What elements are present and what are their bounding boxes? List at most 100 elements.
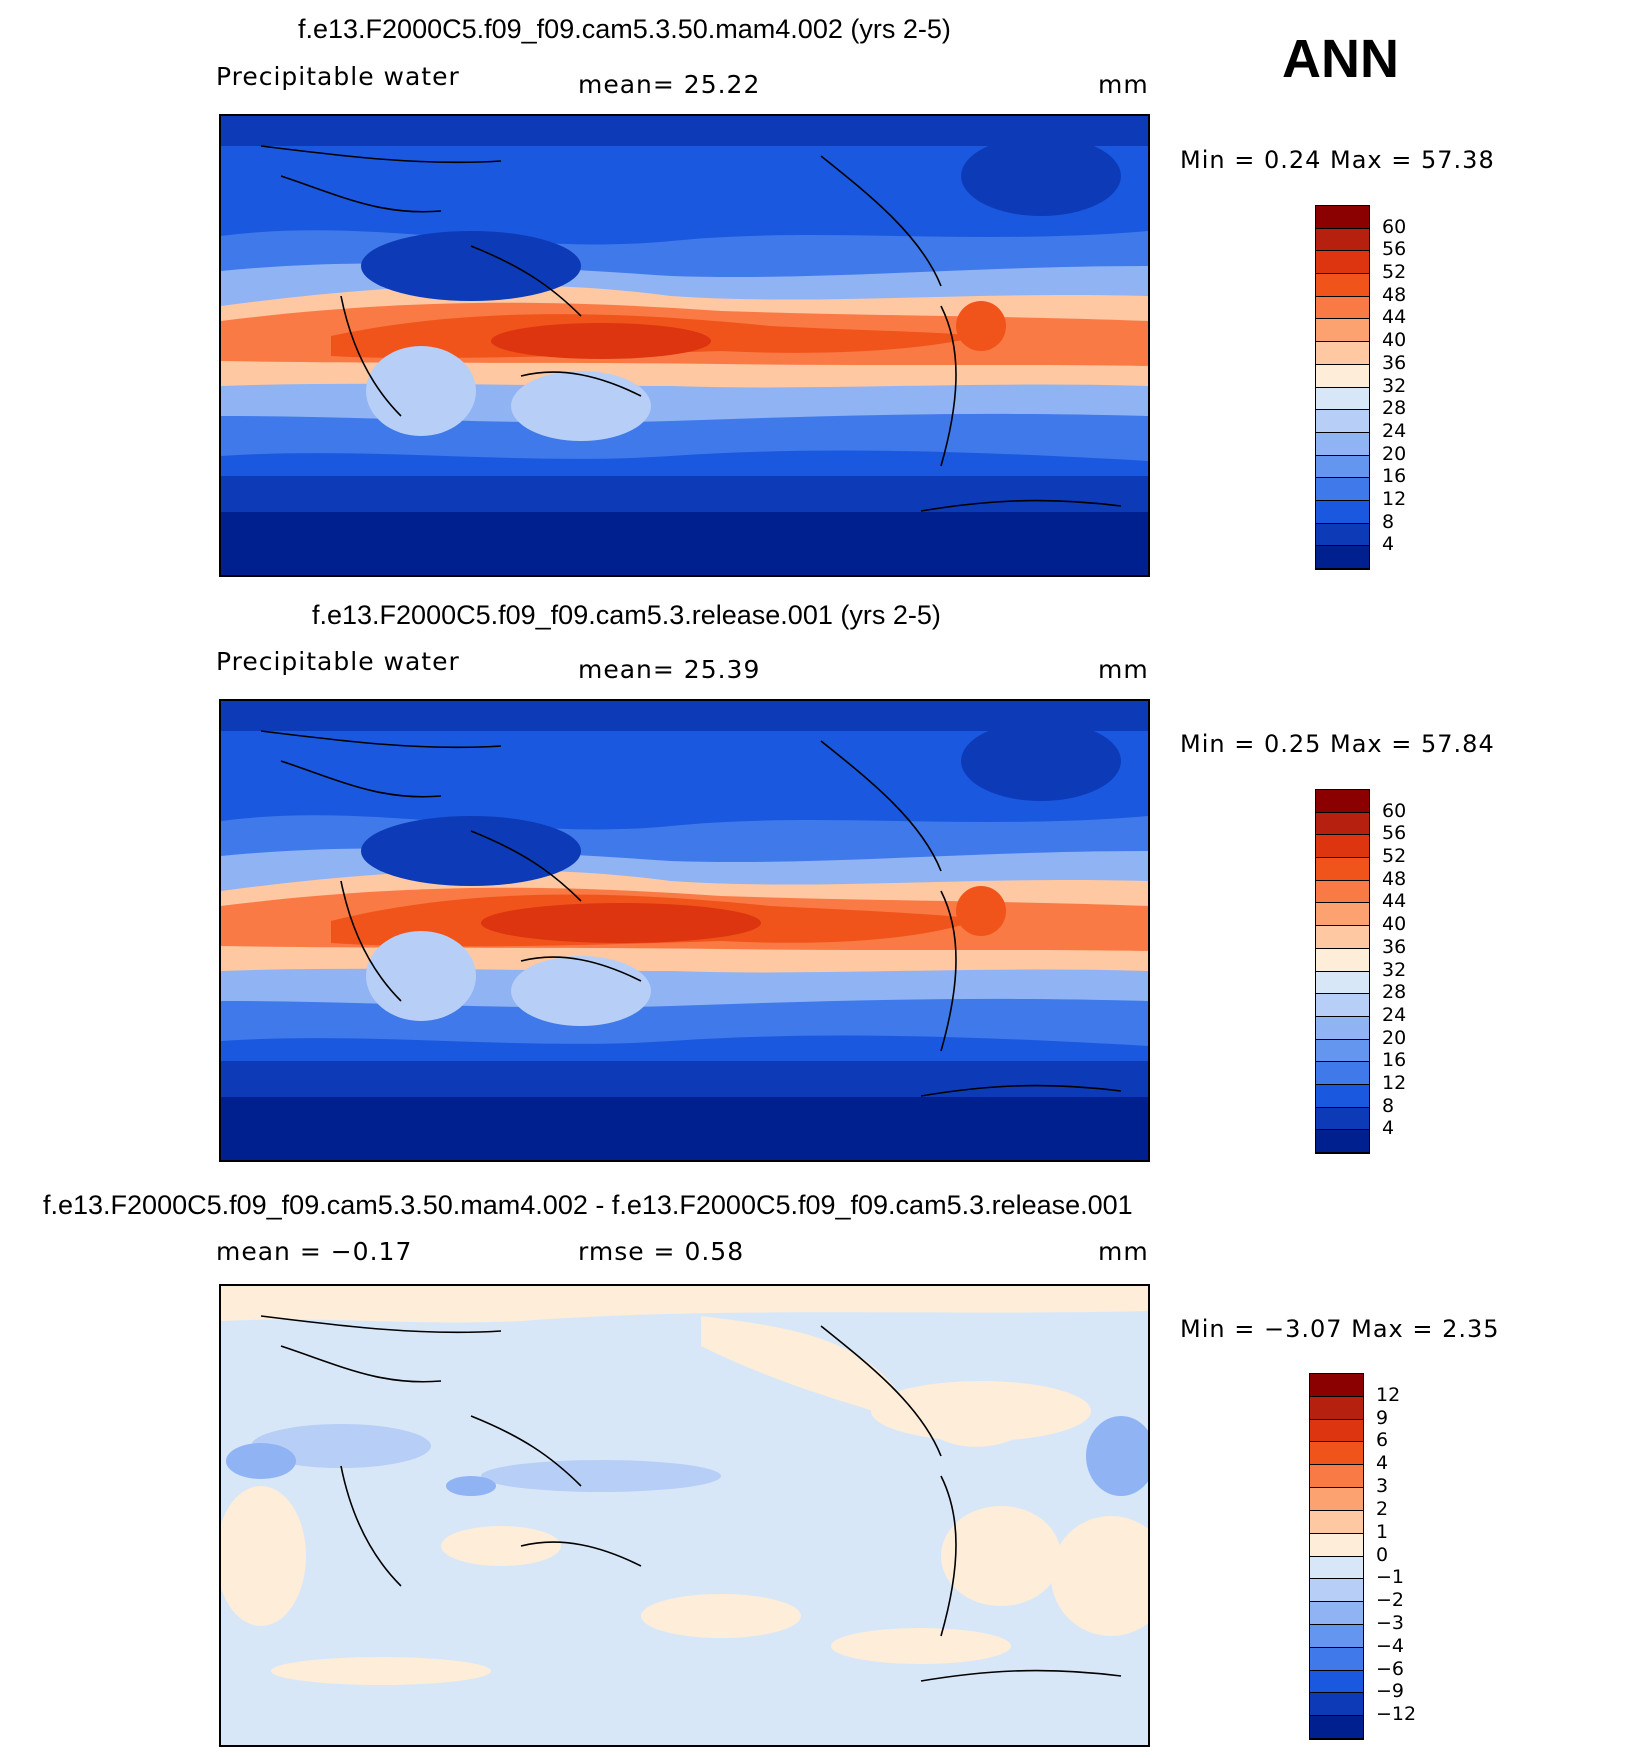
- colorbar-tick-label: 1: [1376, 1520, 1389, 1543]
- colorbar-segment: [1310, 1465, 1363, 1489]
- colorbar-segment: [1316, 812, 1369, 836]
- panel-2-mean-label: mean= 25.39: [578, 655, 761, 684]
- colorbar-tick-label: 40: [1382, 329, 1407, 352]
- colorbar-segment: [1316, 364, 1369, 388]
- panel-2-minmax-label: Min = 0.25 Max = 57.84: [1180, 730, 1495, 758]
- colorbar-tick-label: 32: [1382, 374, 1407, 397]
- colorbar-segment: [1310, 1396, 1363, 1420]
- colorbar-tick-label: 4: [1382, 1117, 1395, 1140]
- colorbar-segment: [1316, 948, 1369, 972]
- colorbar-tick-label: −1: [1376, 1566, 1405, 1589]
- colorbar-tick-label: 20: [1382, 1026, 1407, 1049]
- colorbar-segment: [1310, 1624, 1363, 1648]
- colorbar-segment: [1310, 1556, 1363, 1580]
- colorbar-tick-label: 56: [1382, 238, 1407, 261]
- colorbar-tick-label: −4: [1376, 1634, 1405, 1657]
- panel-2-units-label: mm: [1098, 655, 1149, 684]
- colorbar-segment: [1316, 432, 1369, 456]
- colorbar-segment: [1310, 1716, 1363, 1739]
- colorbar-segment: [1316, 410, 1369, 433]
- panel-1-units-label: mm: [1098, 70, 1149, 99]
- colorbar-tick-label: 4: [1376, 1452, 1389, 1475]
- colorbar-segment: [1316, 500, 1369, 524]
- colorbar-tick-label: 24: [1382, 419, 1407, 442]
- colorbar-segment: [1310, 1374, 1363, 1397]
- colorbar-tick-label: 56: [1382, 822, 1407, 845]
- panel-1-mean-label: mean= 25.22: [578, 70, 761, 99]
- colorbar-segment: [1316, 880, 1369, 904]
- colorbar-tick-label: 44: [1382, 306, 1407, 329]
- colorbar-tick-label: 12: [1382, 487, 1407, 510]
- panel-2-title: f.e13.F2000C5.f09_f09.cam5.3.release.001…: [312, 600, 941, 630]
- colorbar-segment: [1316, 319, 1369, 343]
- colorbar-tick-label: 3: [1376, 1475, 1389, 1498]
- colorbar-segment: [1310, 1647, 1363, 1671]
- panel-3-units-label: mm: [1098, 1237, 1149, 1266]
- panel-3-title: f.e13.F2000C5.f09_f09.cam5.3.50.mam4.002…: [43, 1190, 1133, 1220]
- colorbar-tick-label: 28: [1382, 397, 1407, 420]
- colorbar-segment: [1316, 251, 1369, 275]
- panel-3-map: [219, 1284, 1150, 1747]
- colorbar-segment: [1316, 1016, 1369, 1040]
- colorbar-tick-label: 16: [1382, 1049, 1407, 1072]
- colorbar-segment: [1316, 926, 1369, 949]
- colorbar-tick-label: 12: [1382, 1071, 1407, 1094]
- colorbar-tick-label: 8: [1382, 510, 1395, 533]
- panel-1-title: f.e13.F2000C5.f09_f09.cam5.3.50.mam4.002…: [298, 14, 951, 44]
- colorbar-segment: [1316, 478, 1369, 501]
- colorbar-segment: [1316, 858, 1369, 881]
- colorbar-tick-label: −3: [1376, 1611, 1405, 1634]
- colorbar-segment: [1316, 971, 1369, 995]
- colorbar-tick-label: 24: [1382, 1003, 1407, 1026]
- colorbar-tick-label: −6: [1376, 1657, 1405, 1680]
- panel-2-colorbar: [1315, 789, 1370, 1154]
- colorbar-segment: [1316, 546, 1369, 569]
- colorbar-tick-label: 36: [1382, 935, 1407, 958]
- colorbar-segment: [1316, 790, 1369, 813]
- colorbar-segment: [1316, 523, 1369, 547]
- panel-2-variable-label: Precipitable water: [216, 647, 460, 676]
- panel-3-minmax-label: Min = −3.07 Max = 2.35: [1180, 1315, 1500, 1343]
- panel-3-rmse-label: rmse = 0.58: [578, 1237, 745, 1266]
- panel-1-map: [219, 114, 1150, 577]
- colorbar-segment: [1310, 1510, 1363, 1534]
- colorbar-tick-label: 0: [1376, 1543, 1389, 1566]
- colorbar-tick-label: 36: [1382, 351, 1407, 374]
- colorbar-segment: [1310, 1533, 1363, 1557]
- colorbar-tick-label: 52: [1382, 261, 1407, 284]
- colorbar-segment: [1316, 274, 1369, 297]
- colorbar-tick-label: 8: [1382, 1094, 1395, 1117]
- panel-2-map: [219, 699, 1150, 1162]
- colorbar-segment: [1310, 1579, 1363, 1603]
- colorbar-tick-label: 40: [1382, 913, 1407, 936]
- colorbar-segment: [1316, 903, 1369, 927]
- colorbar-tick-label: 2: [1376, 1497, 1389, 1520]
- colorbar-segment: [1310, 1670, 1363, 1694]
- colorbar-segment: [1316, 228, 1369, 252]
- colorbar-tick-label: 9: [1376, 1406, 1389, 1429]
- colorbar-tick-label: 32: [1382, 958, 1407, 981]
- colorbar-segment: [1316, 1130, 1369, 1153]
- panel-3-field: [221, 1286, 1148, 1745]
- colorbar-tick-label: 44: [1382, 890, 1407, 913]
- colorbar-tick-label: −9: [1376, 1680, 1405, 1703]
- colorbar-tick-label: 6: [1376, 1429, 1389, 1452]
- colorbar-tick-label: 4: [1382, 533, 1395, 556]
- colorbar-segment: [1316, 387, 1369, 411]
- colorbar-tick-label: 48: [1382, 283, 1407, 306]
- panel-3-mean-label: mean = −0.17: [216, 1237, 413, 1266]
- colorbar-segment: [1310, 1693, 1363, 1717]
- colorbar-segment: [1316, 455, 1369, 479]
- colorbar-tick-label: −12: [1376, 1703, 1417, 1726]
- colorbar-tick-label: 20: [1382, 442, 1407, 465]
- panel-2-field: [221, 701, 1148, 1160]
- colorbar-segment: [1316, 1084, 1369, 1108]
- panel-1-field: [221, 116, 1148, 575]
- colorbar-tick-label: 48: [1382, 867, 1407, 890]
- colorbar-tick-label: 52: [1382, 845, 1407, 868]
- colorbar-segment: [1310, 1419, 1363, 1443]
- colorbar-tick-label: 16: [1382, 465, 1407, 488]
- colorbar-segment: [1316, 342, 1369, 365]
- colorbar-tick-label: −2: [1376, 1589, 1405, 1612]
- colorbar-tick-label: 28: [1382, 981, 1407, 1004]
